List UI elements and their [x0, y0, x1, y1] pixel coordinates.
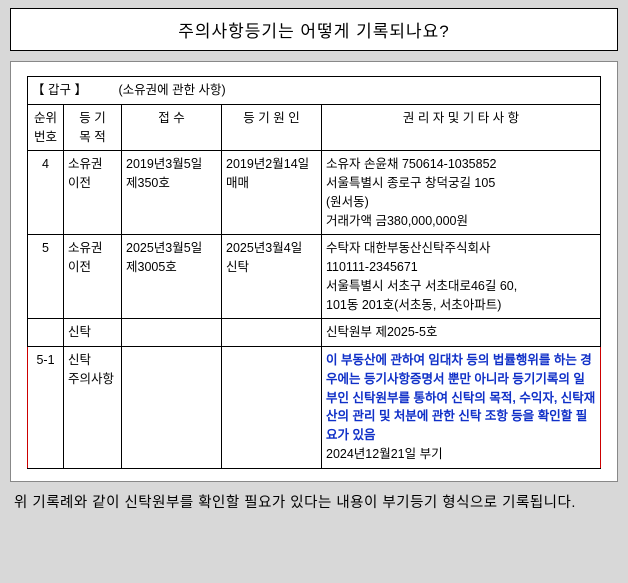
cell-purpose: 소유권 이전 [64, 235, 122, 319]
registration-table: 【 갑구 】 (소유권에 관한 사항) 순위 번호 등 기 목 적 접 수 등 … [27, 76, 601, 469]
th-no: 순위 번호 [28, 104, 64, 151]
cell-no [28, 319, 64, 347]
cell-no: 5 [28, 235, 64, 319]
cell-rights: 소유자 손윤채 750614-1035852 서울특별시 종로구 창덕궁길 10… [322, 151, 601, 235]
cell-no: 5-1 [28, 347, 64, 469]
th-receipt: 접 수 [122, 104, 222, 151]
cell-cause [222, 319, 322, 347]
cell-purpose: 소유권 이전 [64, 151, 122, 235]
th-purpose: 등 기 목 적 [64, 104, 122, 151]
cell-receipt [122, 319, 222, 347]
notice-text: 이 부동산에 관하여 임대차 등의 법률행위를 하는 경우에는 등기사항증명서 … [326, 353, 595, 442]
cell-receipt: 2025년3월5일 제3005호 [122, 235, 222, 319]
cell-cause: 2019년2월14일 매매 [222, 151, 322, 235]
cell-cause [222, 347, 322, 469]
section-label-1: 【 갑 [32, 83, 59, 97]
section-label-2: 구 】 [59, 83, 86, 97]
cell-no: 4 [28, 151, 64, 235]
footer-note: 위 기록례와 같이 신탁원부를 확인할 필요가 있다는 내용이 부기등기 형식으… [10, 488, 618, 516]
table-row: 신탁 신탁원부 제2025-5호 [28, 319, 601, 347]
cell-rights: 신탁원부 제2025-5호 [322, 319, 601, 347]
document-panel: 【 갑구 】 (소유권에 관한 사항) 순위 번호 등 기 목 적 접 수 등 … [10, 61, 618, 482]
section-header-row: 【 갑구 】 (소유권에 관한 사항) [28, 77, 601, 105]
table-header-row: 순위 번호 등 기 목 적 접 수 등 기 원 인 권 리 자 및 기 타 사 … [28, 104, 601, 151]
cell-rights: 이 부동산에 관하여 임대차 등의 법률행위를 하는 경우에는 등기사항증명서 … [322, 347, 601, 469]
table-row: 5 소유권 이전 2025년3월5일 제3005호 2025년3월4일 신탁 수… [28, 235, 601, 319]
highlight-row: 5-1 신탁 주의사항 이 부동산에 관하여 임대차 등의 법률행위를 하는 경… [28, 347, 601, 469]
section-sub: (소유권에 관한 사항) [118, 83, 225, 97]
cell-receipt [122, 347, 222, 469]
title-box: 주의사항등기는 어떻게 기록되나요? [10, 8, 618, 51]
cell-receipt: 2019년3월5일 제350호 [122, 151, 222, 235]
cell-cause: 2025년3월4일 신탁 [222, 235, 322, 319]
section-header: 【 갑구 】 (소유권에 관한 사항) [28, 77, 601, 105]
page-title: 주의사항등기는 어떻게 기록되나요? [178, 22, 450, 41]
notice-date: 2024년12월21일 부기 [326, 447, 443, 461]
th-cause: 등 기 원 인 [222, 104, 322, 151]
th-rights: 권 리 자 및 기 타 사 항 [322, 104, 601, 151]
cell-purpose: 신탁 주의사항 [64, 347, 122, 469]
cell-rights: 수탁자 대한부동산신탁주식회사 110111-2345671 서울특별시 서초구… [322, 235, 601, 319]
table-row: 4 소유권 이전 2019년3월5일 제350호 2019년2월14일 매매 소… [28, 151, 601, 235]
cell-purpose: 신탁 [64, 319, 122, 347]
